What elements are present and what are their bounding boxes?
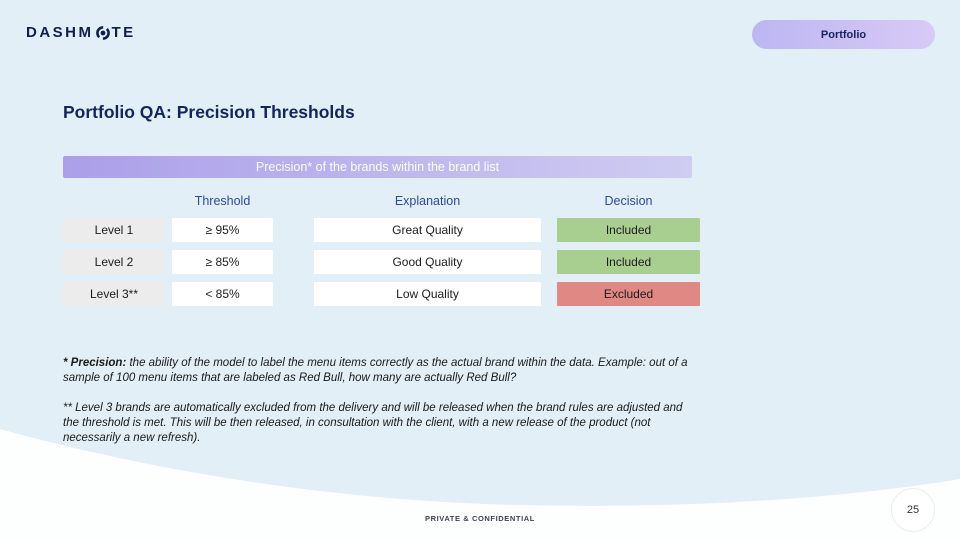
footnotes: * Precision: the ability of the model to…	[63, 356, 697, 446]
table-row: Level 1 ≥ 95% Great Quality Included	[63, 218, 700, 242]
portfolio-pill-button[interactable]: Portfolio	[752, 20, 935, 49]
footnote-precision-text: the ability of the model to label the me…	[63, 357, 688, 384]
level-cell: Level 2	[63, 250, 165, 274]
threshold-cell: ≥ 85%	[172, 250, 273, 274]
table-banner: Precision* of the brands within the bran…	[63, 156, 692, 178]
logo-text-left: DASHM	[26, 24, 94, 41]
page-title: Portfolio QA: Precision Thresholds	[63, 102, 355, 122]
explanation-cell: Great Quality	[314, 218, 541, 242]
decision-cell: Included	[557, 218, 700, 242]
column-header-decision: Decision	[604, 194, 653, 208]
logo-text-right: TE	[111, 24, 136, 41]
footnote-precision: * Precision: the ability of the model to…	[63, 356, 697, 386]
threshold-cell: ≥ 95%	[172, 218, 273, 242]
column-header-threshold: Threshold	[194, 194, 251, 208]
page-number-badge: 25	[891, 488, 935, 532]
table-header-row: Threshold Explanation Decision	[63, 192, 700, 210]
confidential-label: PRIVATE & CONFIDENTIAL	[424, 514, 535, 523]
threshold-cell: < 85%	[172, 282, 273, 306]
dashmote-logo: DASHM TE	[26, 24, 136, 41]
footnote-level3: ** Level 3 brands are automatically excl…	[63, 402, 683, 444]
column-header-explanation: Explanation	[394, 194, 461, 208]
explanation-cell: Low Quality	[314, 282, 541, 306]
decision-cell: Included	[557, 250, 700, 274]
dashmote-eye-icon	[95, 25, 111, 41]
level-cell: Level 1	[63, 218, 165, 242]
explanation-cell: Good Quality	[314, 250, 541, 274]
level-cell: Level 3**	[63, 282, 165, 306]
table-row: Level 2 ≥ 85% Good Quality Included	[63, 250, 700, 274]
footnote-precision-label: * Precision:	[63, 357, 127, 369]
precision-threshold-table: Precision* of the brands within the bran…	[63, 156, 700, 306]
table-row: Level 3** < 85% Low Quality Excluded	[63, 282, 700, 306]
decision-cell: Excluded	[557, 282, 700, 306]
